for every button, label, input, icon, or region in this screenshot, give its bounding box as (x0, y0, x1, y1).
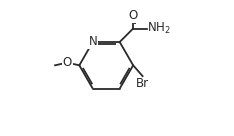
Text: O: O (128, 9, 138, 22)
Text: O: O (62, 56, 72, 69)
Text: Br: Br (136, 77, 149, 90)
Text: NH$_2$: NH$_2$ (147, 21, 171, 36)
Text: N: N (88, 35, 97, 49)
